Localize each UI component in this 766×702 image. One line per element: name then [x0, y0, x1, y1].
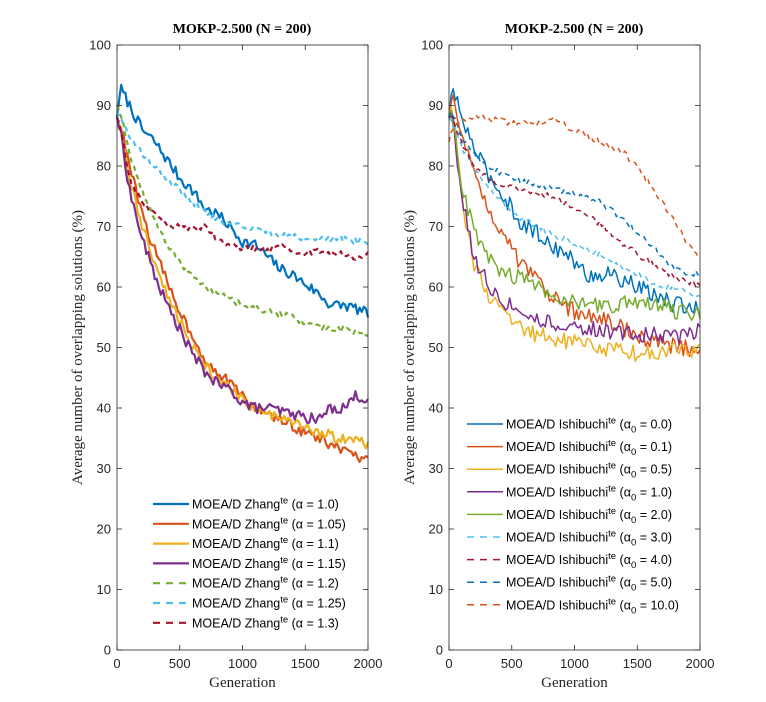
y-tick-label: 0 [436, 643, 443, 658]
y-tick-label: 100 [421, 38, 443, 53]
legend-item: MOEA/D Ishibuchite (α0 = 0.0) [467, 416, 672, 436]
chart-title: MOKP-2.500 (N = 200) [173, 22, 312, 37]
y-axis-label: Average number of overlapping solutions … [70, 210, 86, 485]
x-tick-label: 0 [445, 656, 452, 671]
legend-label: MOEA/D Zhangte (α = 1.2) [192, 575, 339, 591]
x-axis-label: Generation [209, 675, 276, 691]
legend-item: MOEA/D Zhangte (α = 1.3) [153, 614, 339, 630]
legend-label: MOEA/D Ishibuchite (α0 = 5.0) [506, 574, 672, 594]
x-tick-label: 500 [501, 656, 523, 671]
legend-label: MOEA/D Ishibuchite (α0 = 3.0) [506, 529, 672, 549]
y-axis-label: Average number of overlapping solutions … [402, 210, 418, 485]
series-line-2 [115, 117, 370, 450]
series-line-6 [448, 115, 701, 288]
series-line-4 [115, 105, 369, 337]
legend-label: MOEA/D Zhangte (α = 1.1) [192, 535, 339, 551]
series-line-8 [448, 113, 701, 259]
series-line-6 [115, 117, 369, 261]
legend-label: MOEA/D Ishibuchite (α0 = 4.0) [506, 551, 672, 571]
y-tick-label: 50 [429, 340, 443, 355]
series-line-3 [448, 109, 701, 346]
legend-item: MOEA/D Zhangte (α = 1.25) [153, 595, 346, 611]
y-tick-label: 100 [89, 38, 111, 53]
y-tick-label: 70 [429, 219, 443, 234]
legend: MOEA/D Zhangte (α = 1.0) MOEA/D Zhangte (… [153, 496, 346, 630]
legend-item: MOEA/D Ishibuchite (α0 = 10.0) [467, 596, 679, 616]
left-panel: MOKP-2.500 (N = 200) 0 10 20 30 40 50 60 70 80 90 1… [70, 22, 382, 691]
x-tick-label: 1500 [291, 656, 320, 671]
legend-label: MOEA/D Ishibuchite (α0 = 2.0) [506, 506, 672, 526]
series-line-3 [115, 117, 369, 424]
legend-item: MOEA/D Zhangte (α = 1.2) [153, 575, 339, 591]
legend-item: MOEA/D Ishibuchite (α0 = 4.0) [467, 551, 672, 571]
y-tick-label: 10 [97, 582, 111, 597]
y-tick-label: 60 [429, 280, 443, 295]
y-tick-label: 90 [97, 98, 111, 113]
legend-label: MOEA/D Ishibuchite (α0 = 0.5) [506, 461, 672, 481]
legend-item: MOEA/D Zhangte (α = 1.1) [153, 535, 339, 551]
legend-label: MOEA/D Ishibuchite (α0 = 10.0) [506, 596, 679, 616]
legend-label: MOEA/D Zhangte (α = 1.25) [192, 595, 346, 611]
legend-item: MOEA/D Zhangte (α = 1.15) [153, 555, 346, 571]
x-tick-label: 1000 [228, 656, 257, 671]
y-tick-label: 0 [104, 643, 111, 658]
legend-label: MOEA/D Zhangte (α = 1.3) [192, 614, 339, 630]
x-tick-label: 1000 [560, 656, 589, 671]
legend-label: MOEA/D Ishibuchite (α0 = 0.1) [506, 438, 672, 458]
x-axis-label: Generation [541, 675, 608, 691]
x-tick-label: 2000 [686, 656, 715, 671]
series-line-5 [448, 117, 701, 299]
legend-item: MOEA/D Ishibuchite (α0 = 1.0) [467, 483, 672, 503]
y-tick-label: 40 [97, 401, 111, 416]
series-line-4 [448, 109, 701, 321]
series-line-1 [115, 117, 369, 463]
y-tick-label: 70 [97, 219, 111, 234]
legend-item: MOEA/D Ishibuchite (α0 = 5.0) [467, 574, 672, 594]
legend-item: MOEA/D Ishibuchite (α0 = 0.1) [467, 438, 672, 458]
x-tick-label: 0 [113, 656, 120, 671]
y-tick-label: 30 [97, 461, 111, 476]
legend-item: MOEA/D Ishibuchite (α0 = 2.0) [467, 506, 672, 526]
x-tick-label: 500 [169, 656, 191, 671]
series-line-1 [448, 94, 701, 358]
x-tick-label: 2000 [354, 656, 383, 671]
y-tick-label: 30 [429, 461, 443, 476]
y-tick-label: 60 [97, 280, 111, 295]
series-line-0 [448, 87, 701, 318]
legend-item: MOEA/D Zhangte (α = 1.0) [153, 496, 339, 512]
series-line-5 [115, 111, 369, 246]
series-line-2 [448, 106, 701, 363]
y-tick-label: 80 [97, 159, 111, 174]
y-tick-label: 80 [429, 159, 443, 174]
legend-item: MOEA/D Ishibuchite (α0 = 3.0) [467, 529, 672, 549]
legend-label: MOEA/D Zhangte (α = 1.05) [192, 515, 346, 531]
series-group [115, 83, 370, 463]
y-tick-label: 20 [429, 522, 443, 537]
y-tick-label: 40 [429, 401, 443, 416]
series-line-0 [115, 83, 370, 318]
series-group [448, 87, 701, 363]
y-tick-label: 50 [97, 340, 111, 355]
y-tick-label: 10 [429, 582, 443, 597]
y-tick-label: 20 [97, 522, 111, 537]
legend-label: MOEA/D Zhangte (α = 1.0) [192, 496, 339, 512]
legend-item: MOEA/D Ishibuchite (α0 = 0.5) [467, 461, 672, 481]
x-tick-label: 1500 [623, 656, 652, 671]
legend-item: MOEA/D Zhangte (α = 1.05) [153, 515, 346, 531]
legend-label: MOEA/D Zhangte (α = 1.15) [192, 555, 346, 571]
legend-label: MOEA/D Ishibuchite (α0 = 1.0) [506, 483, 672, 503]
y-tick-label: 90 [429, 98, 443, 113]
legend: MOEA/D Ishibuchite (α0 = 0.0)MOEA/D Ishi… [467, 416, 679, 616]
legend-label: MOEA/D Ishibuchite (α0 = 0.0) [506, 416, 672, 436]
series-line-7 [448, 111, 701, 277]
chart-title: MOKP-2.500 (N = 200) [505, 22, 644, 37]
right-panel: MOKP-2.500 (N = 200) 0 10 20 30 40 50 60 70 80 90 1… [402, 22, 714, 691]
